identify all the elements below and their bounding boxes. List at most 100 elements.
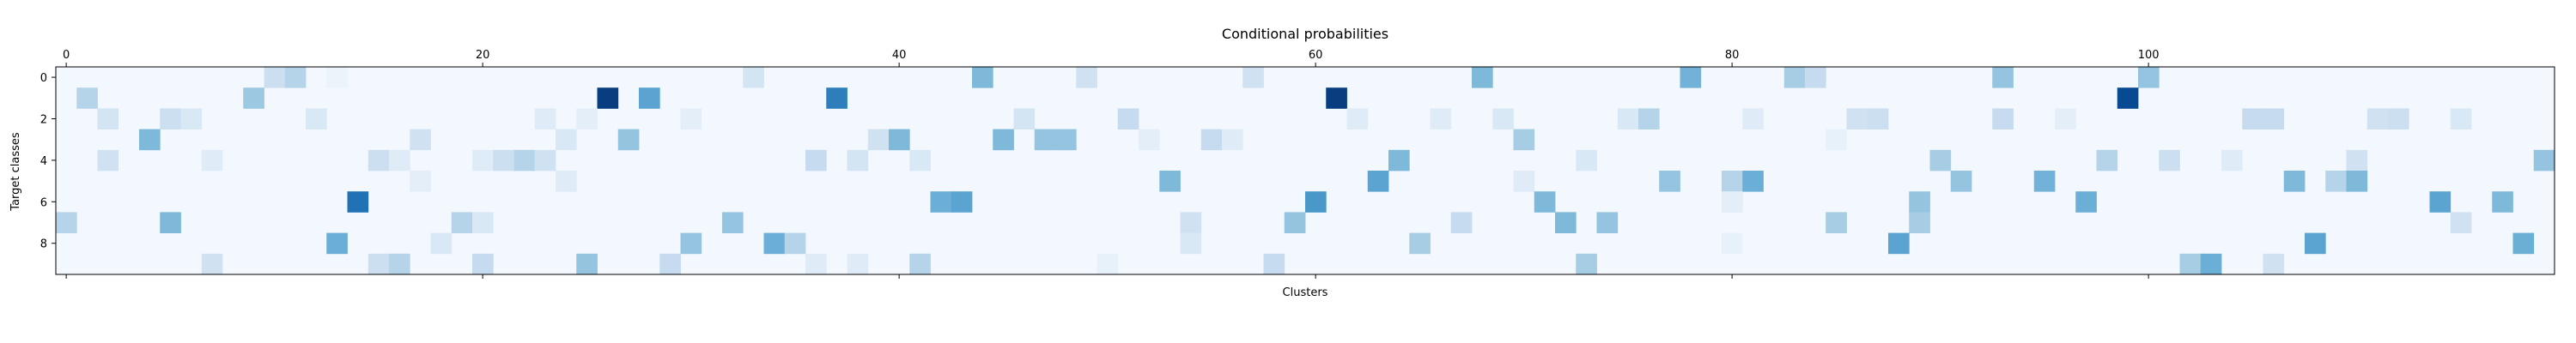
heatmap-cell	[826, 87, 848, 109]
x-axis-ticks: 0 20 40 60 80 100	[63, 49, 2160, 279]
heatmap-cell	[1492, 108, 1514, 129]
heatmap-cell	[1659, 171, 1680, 192]
heatmap-cell	[1805, 67, 1826, 88]
heatmap-cell	[1139, 129, 1160, 151]
y-tick-label: 6	[40, 196, 47, 209]
heatmap-cell	[2450, 212, 2472, 233]
heatmap-cell	[1783, 67, 1806, 88]
heatmap-cell	[2533, 149, 2555, 172]
heatmap-cell	[389, 149, 410, 172]
heatmap-cell	[556, 129, 577, 151]
heatmap-cell	[1638, 108, 1660, 129]
x-tick-label: 80	[1725, 49, 1740, 62]
heatmap-cell	[1284, 212, 1306, 233]
heatmap-cell	[284, 67, 307, 88]
heatmap-cell	[1013, 108, 1036, 129]
heatmap-cell	[847, 253, 869, 275]
heatmap-cell	[410, 129, 431, 151]
heatmap-cell	[972, 67, 993, 88]
heatmap-cell	[805, 149, 827, 172]
heatmap-cell	[930, 191, 952, 213]
heatmap-cell	[1888, 232, 1910, 255]
heatmap-cell	[763, 232, 786, 255]
heatmap-cell	[556, 171, 577, 192]
heatmap-cell	[2492, 191, 2513, 213]
heatmap-cell	[1742, 108, 1764, 129]
heatmap-cell	[1055, 129, 1077, 151]
heatmap-cell	[1513, 129, 1535, 151]
heatmap-cell	[867, 129, 890, 151]
heatmap-cell	[847, 149, 869, 172]
x-tick-label: 100	[2138, 49, 2160, 62]
heatmap-cell	[1513, 171, 1535, 192]
heatmap-cell	[597, 87, 619, 109]
heatmap-cell	[1826, 129, 1847, 151]
heatmap-cell	[639, 87, 660, 109]
heatmap-cell	[97, 108, 119, 129]
heatmap-cell	[1846, 108, 1868, 129]
heatmap-cell	[472, 253, 494, 275]
heatmap-cell	[1117, 108, 1139, 129]
heatmap-cell	[889, 129, 910, 151]
heatmap-cell	[2117, 87, 2139, 109]
y-axis-ticks: 0 2 4 6 8	[40, 72, 56, 251]
heatmap-cell	[1596, 212, 1619, 233]
heatmap-cell	[743, 67, 764, 88]
heatmap-cell	[1826, 212, 1847, 233]
heatmap-cell	[2429, 191, 2451, 213]
heatmap-cell	[534, 149, 556, 172]
heatmap-cell	[1576, 149, 1597, 172]
heatmap-cell	[722, 212, 744, 233]
heatmap-cell	[2159, 149, 2180, 172]
heatmap-cell	[909, 149, 931, 172]
heatmap-cell	[451, 212, 473, 233]
heatmap-cell	[76, 87, 98, 109]
heatmap-cell	[1180, 212, 1202, 233]
heatmap-cell	[576, 253, 598, 275]
heatmap-cell	[264, 67, 286, 88]
heatmap-cell	[2263, 253, 2285, 275]
heatmap-cell	[909, 253, 931, 275]
heatmap-cell	[1742, 171, 1764, 192]
heatmap-cell	[2305, 232, 2326, 255]
heatmap-cell	[1159, 171, 1181, 192]
y-tick-label: 4	[40, 155, 47, 168]
heatmap-cell	[2346, 171, 2368, 192]
heatmap-cell	[2055, 108, 2076, 129]
heatmap-cell	[160, 108, 181, 129]
heatmap-cell	[1346, 108, 1369, 129]
heatmap-cell	[534, 108, 556, 129]
heatmap-cell	[1680, 67, 1702, 88]
heatmap-cell	[201, 253, 223, 275]
heatmap-cell	[326, 67, 348, 88]
heatmap-cell	[1076, 67, 1097, 88]
heatmap-cell	[1909, 191, 1930, 213]
heatmap-cell	[368, 253, 390, 275]
heatmap-cell	[2366, 108, 2389, 129]
heatmap-cell	[1472, 67, 1493, 88]
heatmap-cell	[1200, 129, 1223, 151]
heatmap-cell	[1450, 212, 1473, 233]
heatmap-cell	[1950, 171, 1972, 192]
heatmap-cell	[1263, 253, 1285, 275]
heatmap-cells	[56, 67, 2555, 275]
heatmap-cell	[2138, 67, 2160, 88]
heatmap-cell	[97, 149, 119, 172]
chart-title: Conditional probabilities	[1222, 26, 1388, 42]
heatmap-cell	[389, 253, 410, 275]
heatmap-cell	[784, 232, 806, 255]
heatmap-cell	[2450, 108, 2472, 129]
heatmap-cell	[805, 253, 827, 275]
heatmap-cell	[2388, 108, 2409, 129]
heatmap-cell	[951, 191, 973, 213]
heatmap-cell	[1617, 108, 1639, 129]
heatmap-cell	[243, 87, 264, 109]
heatmap-cell	[2242, 108, 2263, 129]
heatmap-cell	[513, 149, 536, 172]
heatmap-cell	[2263, 108, 2285, 129]
x-tick-label: 40	[892, 49, 907, 62]
heatmap-cell	[472, 212, 494, 233]
heatmap-cell	[1367, 171, 1389, 192]
heatmap-cell	[1388, 149, 1410, 172]
